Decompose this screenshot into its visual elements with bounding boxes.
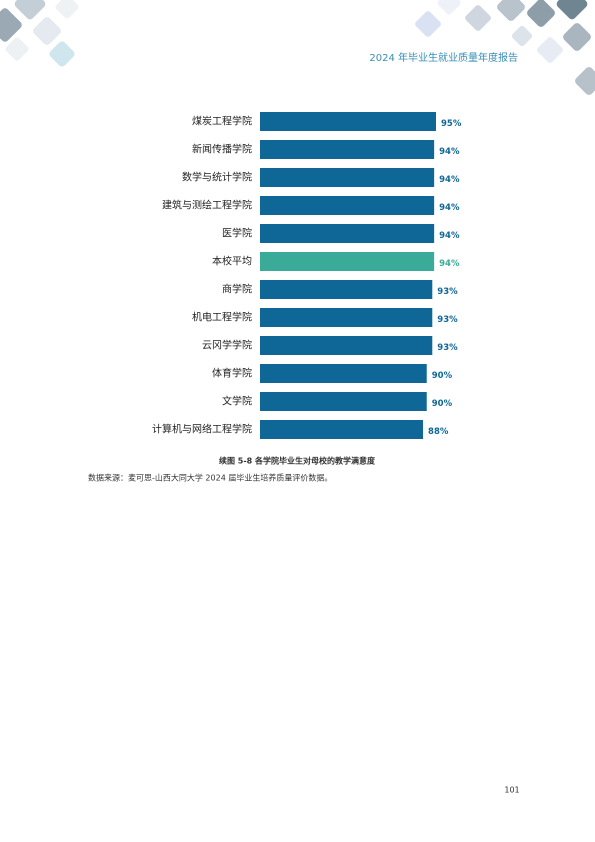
figure-caption: 续图 5-8 各学院毕业生对母校的教学满意度	[219, 456, 376, 466]
source-note: 数据来源：麦可思-山西大同大学 2024 届毕业生培养质量评价数据。	[88, 473, 332, 483]
value-label: 93%	[437, 287, 458, 297]
category-label: 文学院	[222, 395, 252, 408]
value-label: 94%	[439, 231, 460, 241]
value-label: 88%	[428, 427, 449, 437]
category-label: 煤炭工程学院	[192, 115, 252, 128]
bar	[260, 168, 435, 187]
bar	[260, 308, 433, 327]
category-label: 机电工程学院	[192, 311, 252, 324]
category-label: 体育学院	[212, 367, 252, 380]
category-label: 本校平均	[212, 255, 252, 268]
value-label: 94%	[439, 147, 460, 157]
value-label: 90%	[432, 399, 453, 409]
bar	[260, 112, 436, 131]
decoration	[0, 0, 595, 95]
chart: 煤炭工程学院 95% 新闻传播学院 94% 数学与统计学院 94% 建筑与测绘工程学院 94%…	[152, 112, 462, 439]
value-label: 90%	[432, 371, 453, 381]
value-label: 93%	[437, 343, 458, 353]
category-label: 建筑与测绘工程学院	[162, 199, 252, 212]
bar	[260, 252, 435, 271]
bar	[260, 420, 424, 439]
value-label: 94%	[439, 203, 460, 213]
bar	[260, 224, 435, 243]
category-label: 云冈学学院	[202, 339, 252, 352]
value-label: 95%	[441, 119, 462, 129]
page-number: 101	[504, 786, 519, 795]
bar	[260, 140, 435, 159]
bar	[260, 336, 433, 355]
bar	[260, 196, 435, 215]
value-label: 94%	[439, 175, 460, 185]
bar	[260, 364, 427, 383]
bar	[260, 280, 433, 299]
category-label: 新闻传播学院	[192, 143, 252, 156]
page-header: 2024 年毕业生就业质量年度报告	[369, 51, 518, 64]
value-label: 94%	[439, 259, 460, 269]
bar	[260, 392, 427, 411]
category-label: 数学与统计学院	[182, 171, 252, 184]
category-label: 计算机与网络工程学院	[152, 423, 252, 436]
category-label: 商学院	[222, 283, 252, 296]
value-label: 93%	[437, 315, 458, 325]
category-label: 医学院	[222, 227, 252, 240]
